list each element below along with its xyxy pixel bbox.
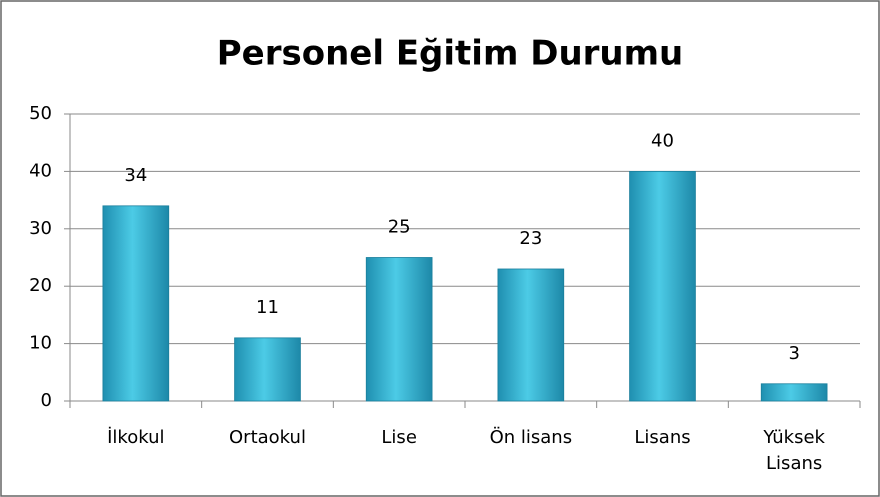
value-label: 11 bbox=[256, 297, 279, 318]
bar bbox=[760, 383, 828, 402]
x-tick-label: Yüksek Lisans bbox=[763, 427, 825, 474]
bar bbox=[629, 170, 696, 402]
y-tick-label: 10 bbox=[29, 333, 52, 354]
x-tick-label: Ön lisans bbox=[489, 427, 573, 448]
x-tick-label: Lise bbox=[381, 427, 417, 448]
x-tick-label: İlkokul bbox=[107, 427, 165, 448]
bar bbox=[497, 268, 565, 402]
value-label: 23 bbox=[519, 228, 542, 249]
value-label: 34 bbox=[124, 165, 147, 186]
bar bbox=[365, 257, 433, 402]
y-tick-label: 0 bbox=[41, 390, 52, 411]
y-tick-label: 50 bbox=[29, 103, 52, 124]
bar bbox=[102, 205, 170, 402]
x-tick-label: Ortaokul bbox=[229, 427, 306, 448]
y-tick-label: 30 bbox=[29, 218, 52, 239]
chart-title: Personel Eğitim Durumu bbox=[217, 34, 684, 74]
y-tick-label: 20 bbox=[29, 275, 52, 296]
value-label: 40 bbox=[651, 130, 674, 151]
value-label: 3 bbox=[788, 343, 799, 364]
value-label: 25 bbox=[388, 217, 411, 238]
x-tick-label: Lisans bbox=[634, 427, 691, 448]
bar bbox=[234, 337, 301, 402]
y-tick-label: 40 bbox=[29, 160, 52, 181]
